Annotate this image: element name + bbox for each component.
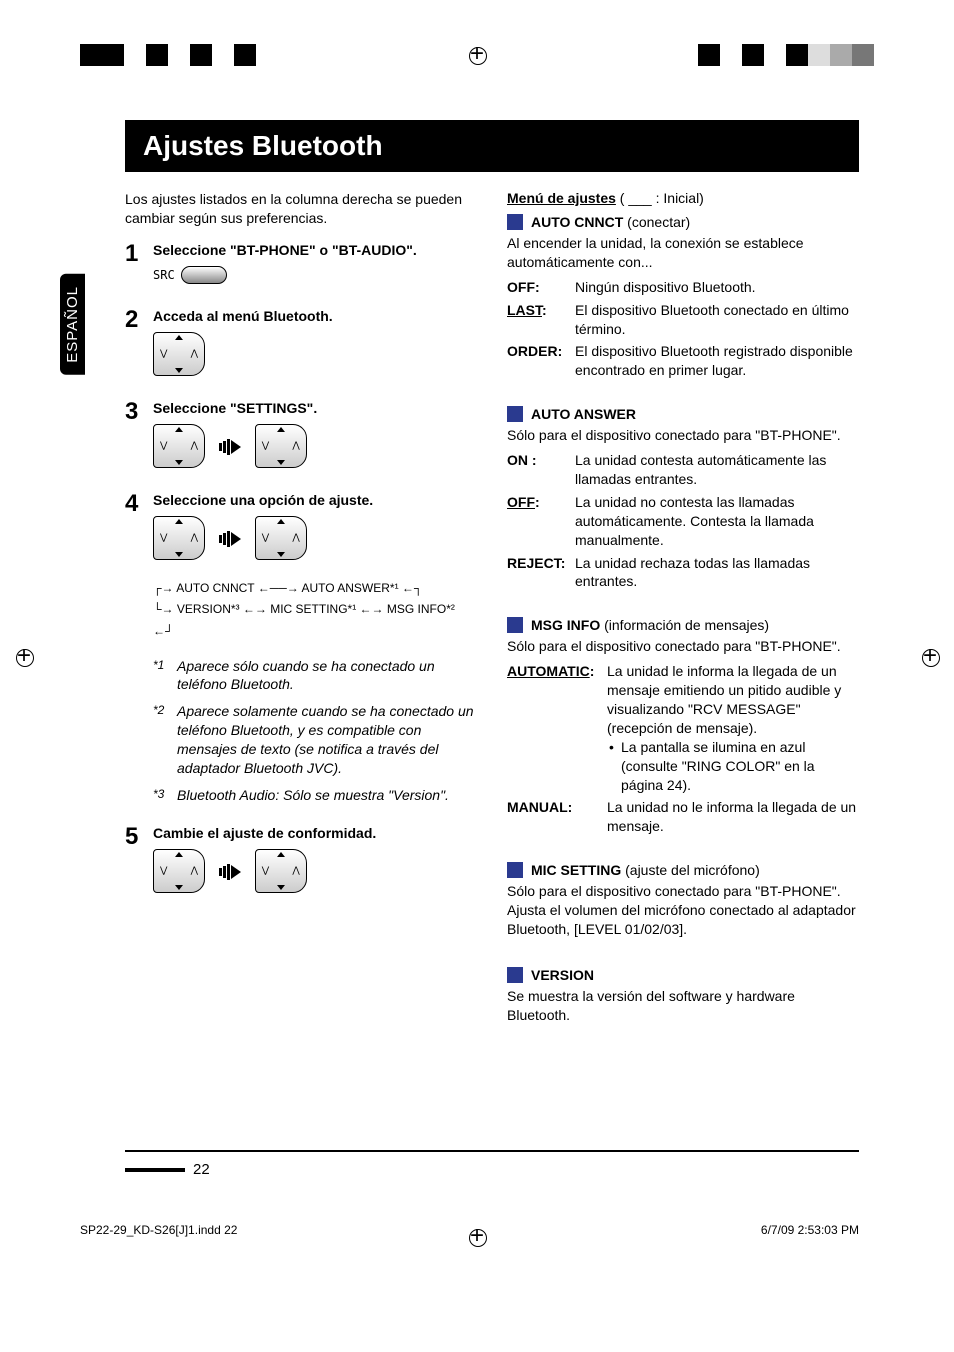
section-auto-cnnct: AUTO CNNCT (conectar) <box>507 214 859 230</box>
step-number: 2 <box>125 308 153 388</box>
step-4: 4 Seleccione una opción de ajuste. ⋁⋀ ⋁⋀ <box>125 492 477 813</box>
page-title: Ajustes Bluetooth <box>125 120 859 172</box>
option-order: ORDER: El dispositivo Bluetooth registra… <box>507 342 859 380</box>
page-content: Ajustes Bluetooth Los ajustes listados e… <box>125 120 859 1192</box>
section-version: VERSION <box>507 967 859 983</box>
nav-button-icon: ⋁⋀ <box>153 516 205 560</box>
step-title: Seleccione "SETTINGS". <box>153 400 477 416</box>
option-off: OFF: Ningún dispositivo Bluetooth. <box>507 278 859 297</box>
registration-target-icon <box>465 1225 489 1249</box>
section-marker-icon <box>507 967 523 983</box>
section-desc: Se muestra la versión del software y har… <box>507 987 859 1025</box>
step-number: 3 <box>125 400 153 480</box>
registration-top <box>0 40 954 70</box>
color-strip-top-right <box>698 44 874 66</box>
section-marker-icon <box>507 406 523 422</box>
section-msg-info: MSG INFO (información de mensajes) <box>507 617 859 633</box>
step-1: 1 Seleccione "BT-PHONE" o "BT-AUDIO". SR… <box>125 242 477 296</box>
registration-target-right-icon <box>918 645 942 669</box>
section-marker-icon <box>507 617 523 633</box>
registration-target-left-icon <box>12 645 36 669</box>
section-marker-icon <box>507 862 523 878</box>
step-title: Seleccione "BT-PHONE" o "BT-AUDIO". <box>153 242 477 258</box>
enter-icon <box>219 860 241 881</box>
option-reject: REJECT: La unidad rechaza todas las llam… <box>507 554 859 592</box>
menu-header: Menú de ajustes ( ___ : Inicial) <box>507 190 859 206</box>
step-5: 5 Cambie el ajuste de conformidad. ⋁⋀ ⋁⋀ <box>125 825 477 905</box>
language-tab: ESPAÑOL <box>60 274 85 375</box>
enter-icon <box>219 527 241 548</box>
step-number: 4 <box>125 492 153 813</box>
step-number: 5 <box>125 825 153 905</box>
nav-button-icon: ⋁⋀ <box>255 849 307 893</box>
option-on: ON : La unidad contesta automáticamente … <box>507 451 859 489</box>
step-3: 3 Seleccione "SETTINGS". ⋁⋀ ⋁⋀ <box>125 400 477 480</box>
step-2: 2 Acceda al menú Bluetooth. ⋁⋀ <box>125 308 477 388</box>
option-last: LAST: El dispositivo Bluetooth conectado… <box>507 301 859 339</box>
nav-button-icon: ⋁⋀ <box>153 424 205 468</box>
section-marker-icon <box>507 214 523 230</box>
section-desc: Sólo para el dispositivo conectado para … <box>507 882 859 939</box>
section-desc: Sólo para el dispositivo conectado para … <box>507 637 859 656</box>
option-off: OFF: La unidad no contesta las llamadas … <box>507 493 859 550</box>
color-strip-top-left <box>80 44 256 66</box>
src-button-icon: SRC <box>153 266 227 284</box>
section-desc: Sólo para el dispositivo conectado para … <box>507 426 859 445</box>
step-title: Acceda al menú Bluetooth. <box>153 308 477 324</box>
left-column: Los ajustes listados en la columna derec… <box>125 190 477 1031</box>
option-automatic: AUTOMATIC: La unidad le informa la llega… <box>507 662 859 794</box>
src-label: SRC <box>153 268 175 282</box>
settings-cycle-diagram: ┌→ AUTO CNNCT ←──→ AUTO ANSWER*¹ ←┐ └→ V… <box>153 578 477 643</box>
section-mic-setting: MIC SETTING (ajuste del micrófono) <box>507 862 859 878</box>
footnote-1: *1 Aparece sólo cuando se ha conectado u… <box>153 657 477 695</box>
registration-bottom <box>0 1222 954 1252</box>
page-number: 22 <box>125 1161 210 1178</box>
footnote-3: *3 Bluetooth Audio: Sólo se muestra "Ver… <box>153 786 477 805</box>
step-title: Seleccione una opción de ajuste. <box>153 492 477 508</box>
nav-button-icon: ⋁⋀ <box>255 424 307 468</box>
nav-button-icon: ⋁⋀ <box>153 849 205 893</box>
footer-rule <box>125 1150 859 1152</box>
nav-button-icon: ⋁⋀ <box>153 332 205 376</box>
step-number: 1 <box>125 242 153 296</box>
registration-target-icon <box>465 43 489 67</box>
step-title: Cambie el ajuste de conformidad. <box>153 825 477 841</box>
enter-icon <box>219 435 241 456</box>
section-auto-answer: AUTO ANSWER <box>507 406 859 422</box>
right-column: Menú de ajustes ( ___ : Inicial) AUTO CN… <box>507 190 859 1031</box>
option-manual: MANUAL: La unidad no le informa la llega… <box>507 798 859 836</box>
intro-text: Los ajustes listados en la columna derec… <box>125 190 477 228</box>
footnote-2: *2 Aparece solamente cuando se ha conect… <box>153 702 477 778</box>
section-desc: Al encender la unidad, la conexión se es… <box>507 234 859 272</box>
nav-button-icon: ⋁⋀ <box>255 516 307 560</box>
